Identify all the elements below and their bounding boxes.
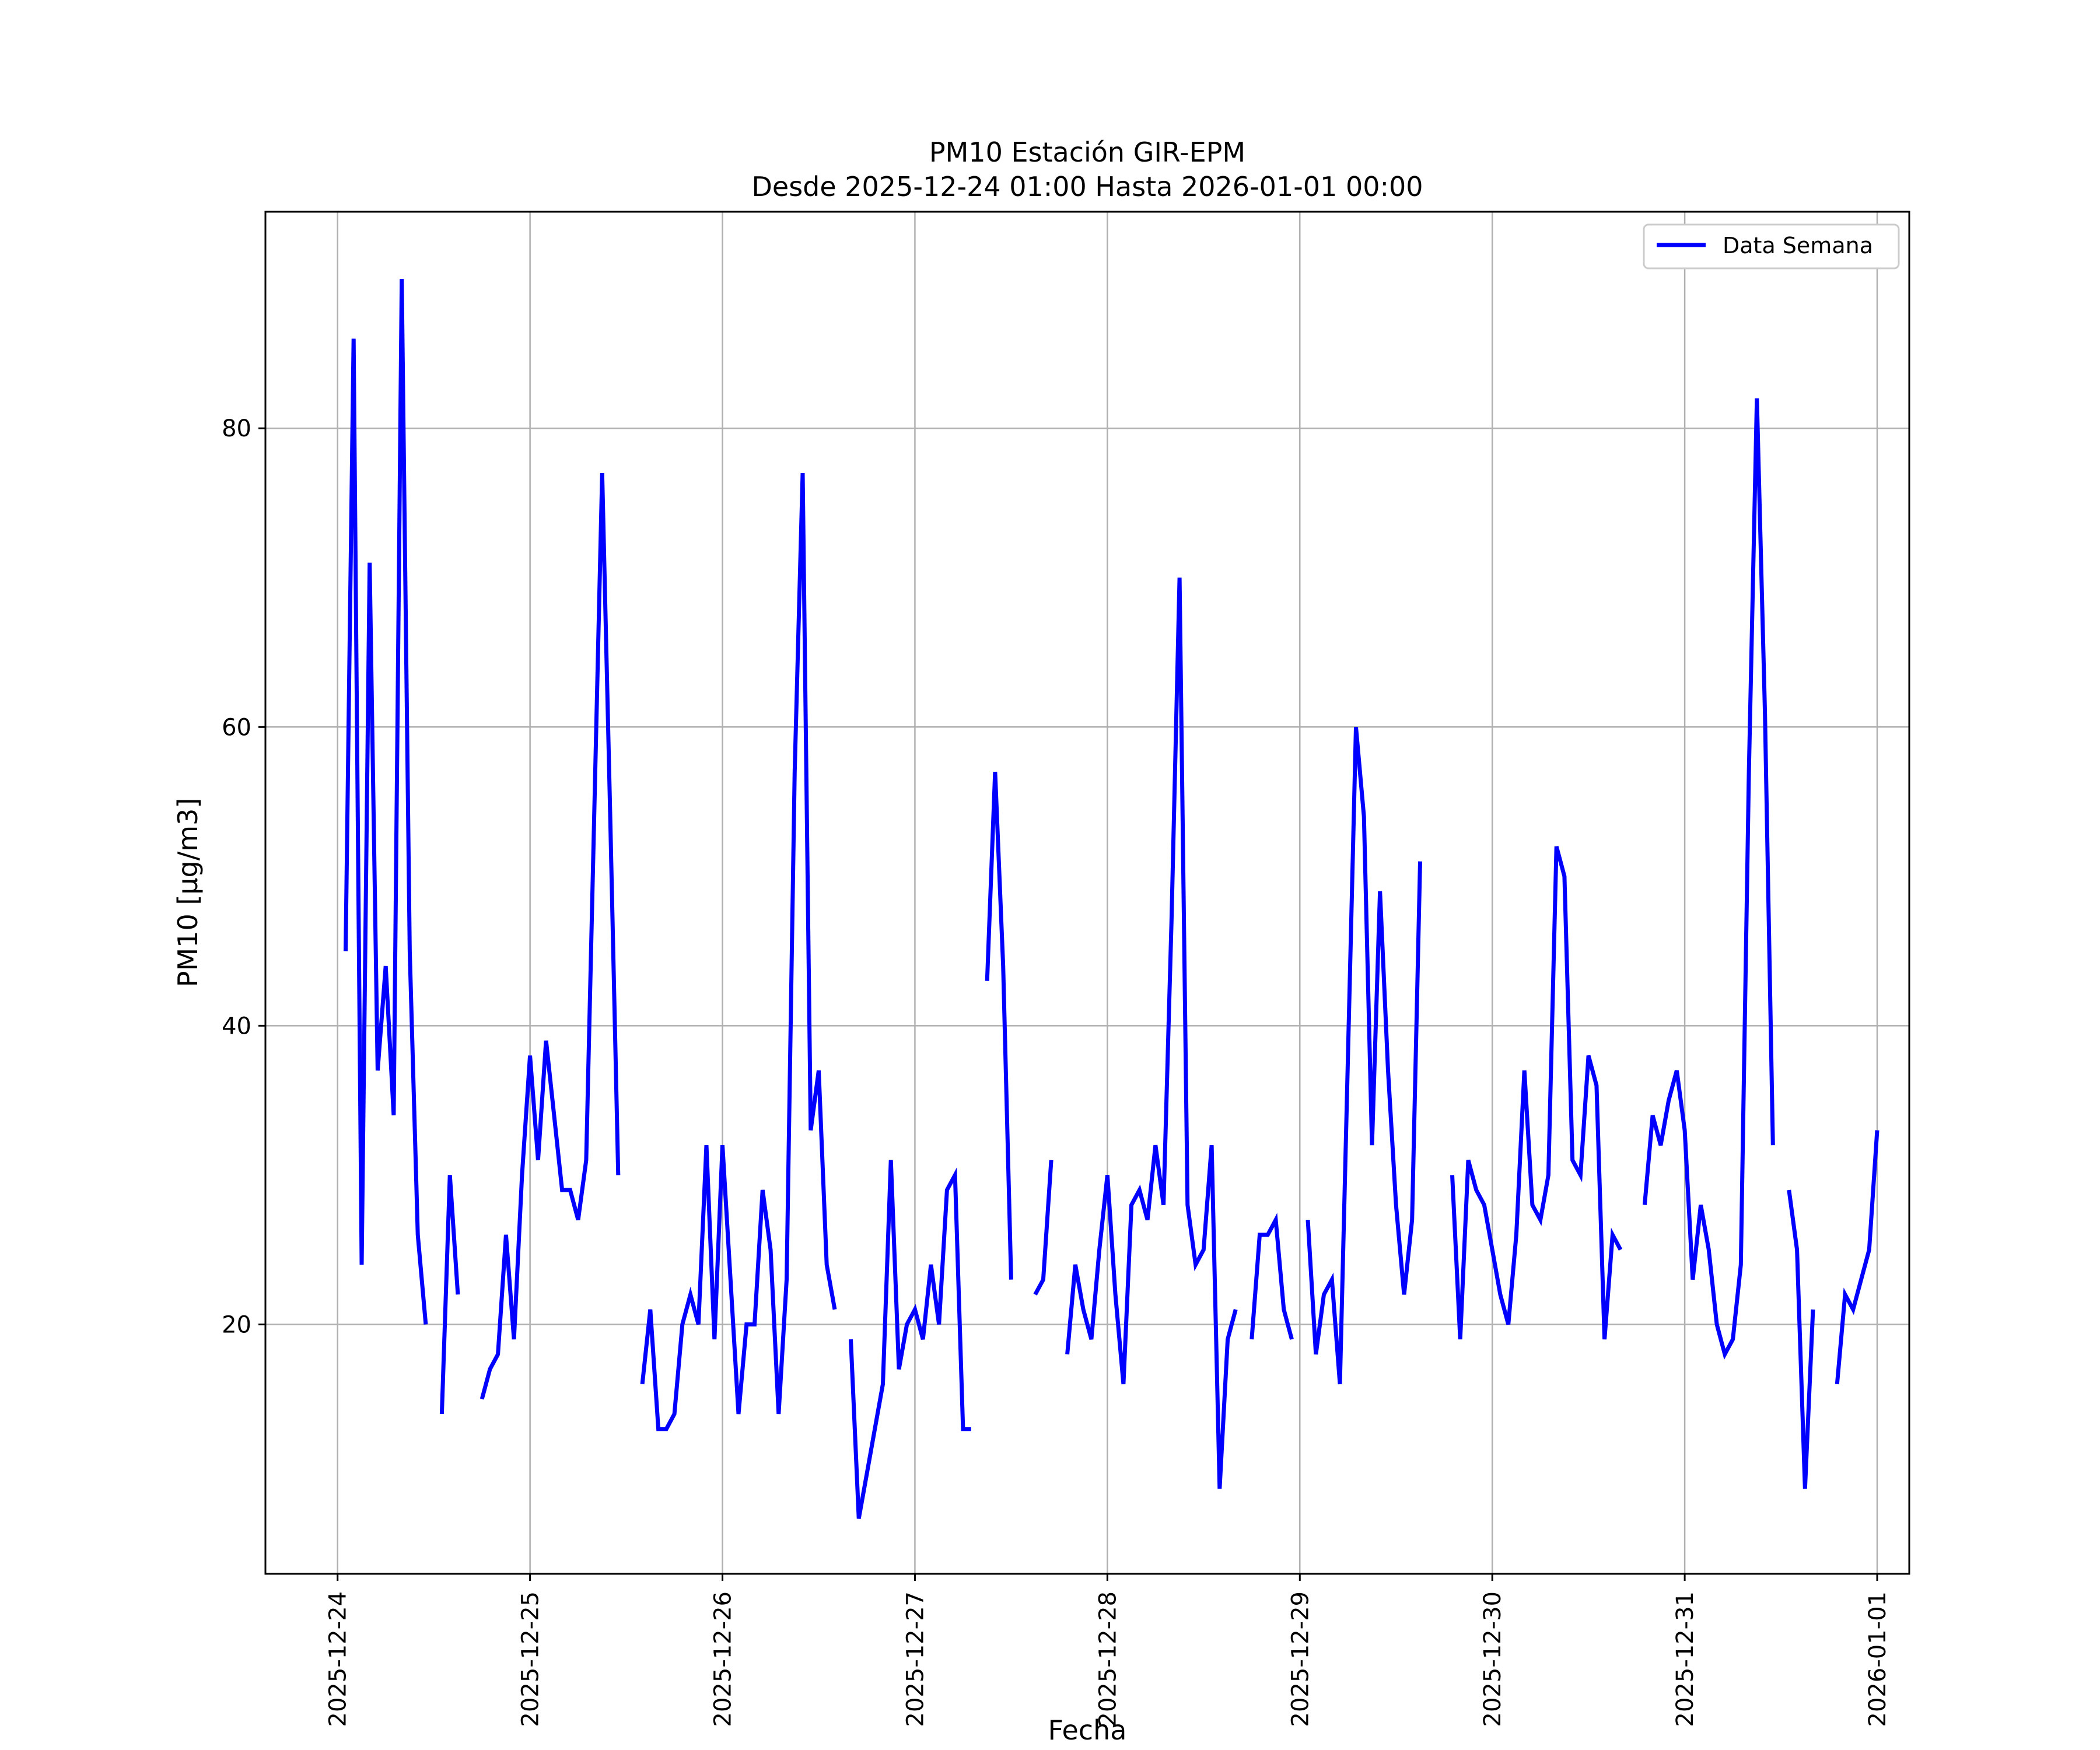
legend: Data Semana xyxy=(1643,223,1900,270)
x-tick-label: 2025-12-25 xyxy=(517,1591,544,1727)
x-tick-label: 2025-12-31 xyxy=(1672,1591,1699,1727)
line-segment xyxy=(344,279,428,1325)
line-segment xyxy=(1065,578,1238,1489)
line-segment xyxy=(1306,726,1422,1385)
line-segment xyxy=(985,771,1013,1280)
line-segment xyxy=(1642,398,1775,1360)
x-tick-label: 2025-12-28 xyxy=(1094,1591,1121,1727)
axis-ticks: 2025-12-24 2025-12-25 2025-12-26 2025-12-27… xyxy=(222,415,1891,1727)
line-segment xyxy=(1835,1130,1880,1385)
x-tick-label: 2026-01-01 xyxy=(1864,1591,1891,1727)
x-tick-label: 2025-12-24 xyxy=(325,1591,352,1727)
y-axis-label: PM10 [μg/m3] xyxy=(172,798,204,988)
line-segment xyxy=(1450,846,1623,1340)
legend-box xyxy=(1643,223,1900,270)
x-tick-label: 2025-12-29 xyxy=(1287,1591,1314,1727)
line-segment xyxy=(849,1160,971,1519)
line-segment xyxy=(480,473,621,1400)
chart-subtitle: Desde 2025-12-24 01:00 Hasta 2026-01-01 … xyxy=(751,171,1423,202)
y-tick-label: 60 xyxy=(222,714,251,741)
line-segment xyxy=(1033,1160,1054,1296)
line-segment xyxy=(1250,1213,1294,1340)
x-axis-label: Fecha xyxy=(1048,1714,1127,1746)
plot-frame xyxy=(264,211,1910,1575)
y-tick-label: 40 xyxy=(222,1013,251,1040)
chart-title: PM10 Estación GIR-EPM xyxy=(929,136,1245,168)
x-tick-label: 2025-12-27 xyxy=(902,1591,929,1727)
x-tick-label: 2025-12-30 xyxy=(1479,1591,1506,1727)
y-tick-label: 80 xyxy=(222,415,251,442)
y-tick-label: 20 xyxy=(222,1311,251,1338)
line-segment xyxy=(640,473,837,1432)
line-segment xyxy=(1787,1189,1815,1489)
line-segment xyxy=(439,1175,460,1415)
legend-label-data-semana: Data Semana xyxy=(1723,233,1873,258)
x-tick-label: 2025-12-26 xyxy=(710,1591,737,1727)
series-line-data-semana xyxy=(344,279,1880,1519)
